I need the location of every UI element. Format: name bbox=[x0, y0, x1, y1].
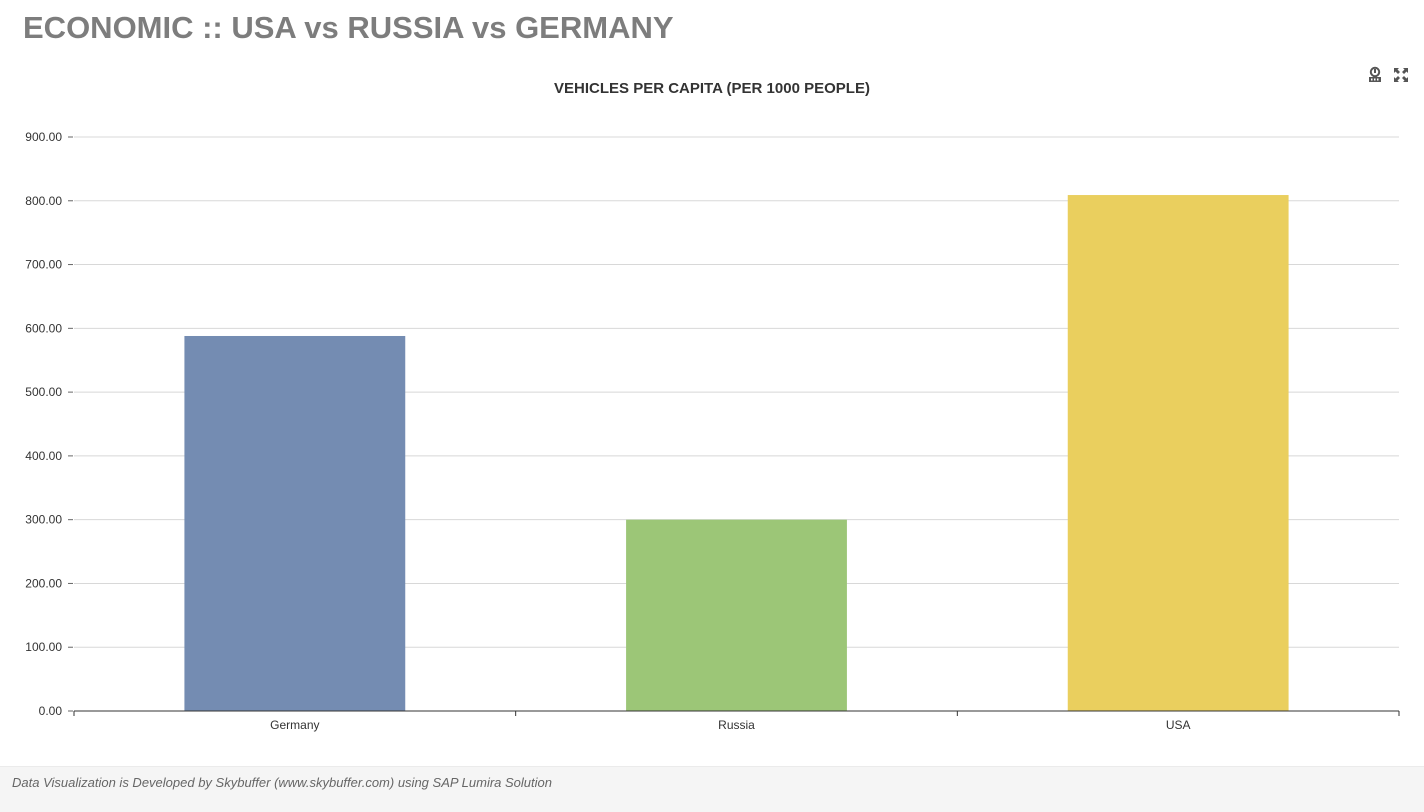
chart-toolbar bbox=[1366, 66, 1410, 84]
x-tick-label: USA bbox=[1166, 718, 1191, 732]
bar-russia[interactable] bbox=[626, 519, 847, 711]
footer: Data Visualization is Developed by Skybu… bbox=[0, 766, 1424, 812]
bar-chart: 0.00 100.00 200.00 300.00 400.00 500.00 600.00… bbox=[25, 130, 1400, 732]
y-tick-label: 100.00 bbox=[25, 640, 62, 654]
y-tick-label: 600.00 bbox=[25, 321, 62, 335]
bar-usa[interactable] bbox=[1067, 195, 1289, 711]
bar-germany[interactable] bbox=[184, 335, 406, 711]
y-tick-label: 300.00 bbox=[25, 513, 62, 527]
filter-icon[interactable] bbox=[1366, 66, 1384, 84]
chart-area: VEHICLES PER CAPITA (PER 1000 PEOPLE) 0.… bbox=[0, 60, 1424, 755]
expand-icon[interactable] bbox=[1392, 66, 1410, 84]
y-tick-label: 400.00 bbox=[25, 449, 62, 463]
y-tick-label: 200.00 bbox=[25, 576, 62, 590]
chart-title: VEHICLES PER CAPITA (PER 1000 PEOPLE) bbox=[554, 80, 870, 97]
page-title: ECONOMIC :: USA vs RUSSIA vs GERMANY bbox=[23, 10, 674, 45]
y-tick-label: 0.00 bbox=[39, 704, 63, 718]
y-tick-label: 700.00 bbox=[25, 258, 62, 272]
x-tick-label: Russia bbox=[718, 718, 755, 732]
y-tick-label: 900.00 bbox=[25, 130, 62, 144]
x-tick-label: Germany bbox=[270, 718, 319, 732]
footer-credit: Data Visualization is Developed by Skybu… bbox=[12, 775, 552, 790]
y-tick-label: 500.00 bbox=[25, 385, 62, 399]
y-tick-label: 800.00 bbox=[25, 194, 62, 208]
